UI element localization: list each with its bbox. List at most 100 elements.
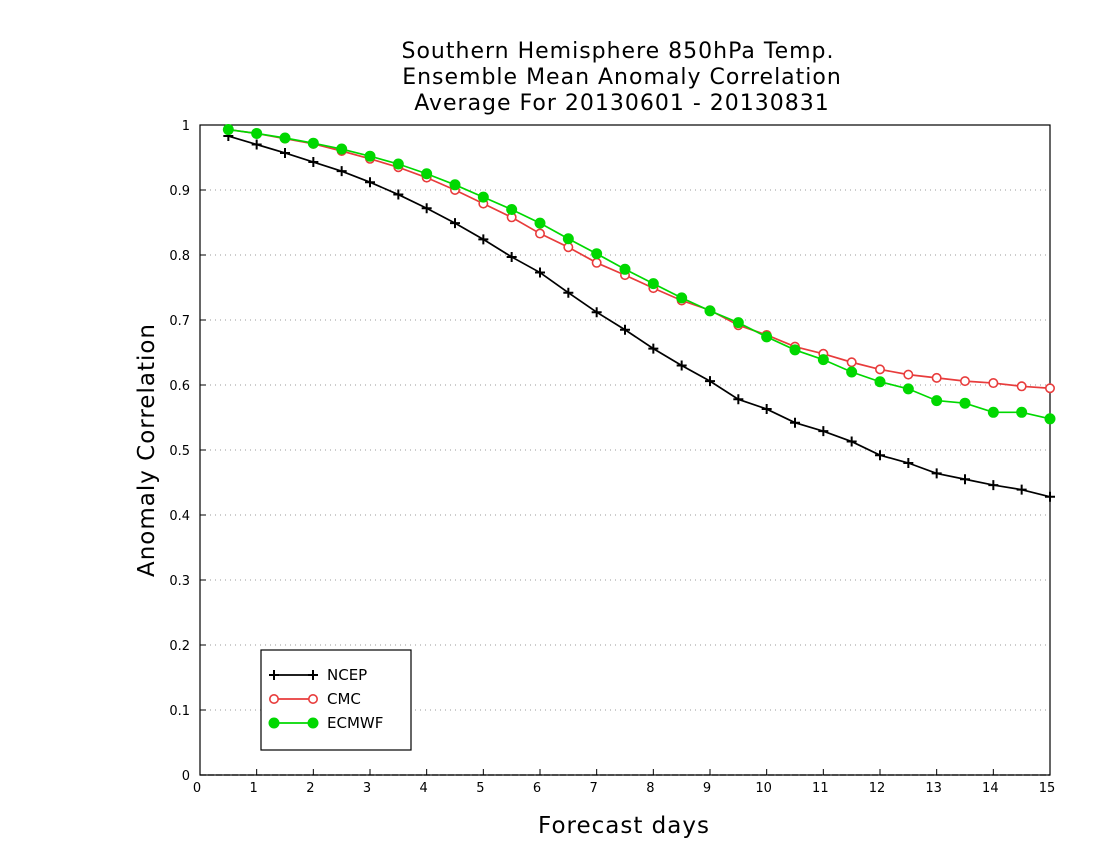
data-point-cmc	[959, 376, 970, 387]
series-line-ecmwf	[228, 128, 1051, 420]
data-point-ncep	[1045, 491, 1055, 502]
data-point-ncep	[591, 307, 602, 318]
legend-item-ncep: NCEP	[269, 666, 367, 684]
x-tick-label: 3	[363, 781, 371, 796]
data-point-ncep	[535, 267, 545, 278]
x-axis-ticks: 0 1 2 3 4 5 6 7 8 9 10 11 12 13 14 15	[193, 769, 1055, 796]
y-tick-label: 0.3	[169, 574, 190, 589]
data-point-ncep	[478, 234, 489, 245]
data-point-ncep	[1016, 484, 1027, 495]
gridlines	[200, 189, 1050, 711]
data-point-ncep	[648, 343, 659, 354]
legend-marker	[268, 693, 279, 704]
legend-label-cmc: CMC	[327, 690, 361, 708]
data-point-ecmwf	[676, 292, 688, 304]
data-point-cmc	[988, 378, 999, 389]
y-tick-label: 1	[182, 119, 190, 134]
data-point-ecmwf	[902, 383, 914, 395]
y-tick-label: 0.7	[169, 314, 190, 329]
legend-marker	[307, 717, 319, 729]
data-point-cmc	[1045, 383, 1056, 394]
data-point-ecmwf	[647, 278, 659, 290]
data-point-ecmwf	[591, 248, 603, 260]
x-tick-label: 7	[590, 781, 598, 796]
y-tick-label: 0.9	[169, 184, 190, 199]
x-tick-label: 4	[420, 781, 428, 796]
data-point-ecmwf	[732, 317, 744, 329]
x-tick-label: 1	[250, 781, 258, 796]
data-point-ecmwf	[959, 397, 971, 409]
data-point-cmc	[563, 242, 574, 253]
x-tick-label: 12	[869, 781, 886, 796]
y-axis-ticks: 0 0.1 0.2 0.3 0.4 0.5 0.6 0.7 0.8 0.9 1	[169, 119, 206, 784]
data-point-ncep	[620, 324, 630, 335]
y-tick-label: 0.4	[169, 509, 190, 524]
data-point-ecmwf	[251, 127, 263, 139]
legend-item-ecmwf: ECMWF	[268, 714, 383, 732]
data-point-ncep	[393, 189, 404, 200]
data-point-ncep	[846, 436, 857, 447]
data-point-ncep	[733, 394, 744, 405]
data-point-ecmwf	[392, 158, 404, 170]
x-tick-label: 6	[533, 781, 541, 796]
data-point-cmc	[1016, 381, 1027, 392]
data-point-ncep	[280, 147, 290, 158]
data-point-ecmwf	[307, 137, 319, 149]
data-point-ecmwf	[562, 233, 574, 245]
data-point-ecmwf	[704, 305, 716, 317]
x-tick-label: 5	[476, 781, 484, 796]
x-tick-label: 2	[306, 781, 314, 796]
data-point-ecmwf	[846, 366, 858, 378]
data-point-ncep	[450, 218, 460, 229]
data-point-ncep	[563, 287, 574, 298]
data-point-ecmwf	[506, 204, 518, 215]
data-point-ecmwf	[1044, 413, 1056, 425]
series-cmc	[223, 124, 1056, 394]
data-point-ncep	[931, 468, 942, 479]
data-point-ecmwf	[789, 344, 801, 356]
data-point-ncep	[761, 404, 772, 415]
data-point-ncep	[875, 450, 885, 461]
data-point-ecmwf	[874, 376, 886, 388]
series-line-ncep	[228, 135, 1051, 498]
y-tick-label: 0	[182, 769, 190, 784]
data-point-ncep	[336, 166, 347, 177]
x-tick-label: 14	[982, 781, 999, 796]
series-line-cmc	[228, 128, 1051, 390]
data-point-ncep	[506, 251, 517, 262]
legend-marker	[269, 670, 279, 680]
series-group	[222, 124, 1056, 502]
legend-label-ncep: NCEP	[327, 666, 367, 684]
y-tick-label: 0.2	[169, 639, 190, 654]
y-tick-label: 0.6	[169, 379, 190, 394]
y-tick-label: 0.8	[169, 249, 190, 264]
data-point-ecmwf	[364, 150, 376, 162]
data-point-cmc	[874, 364, 885, 375]
data-point-ecmwf	[817, 354, 829, 366]
data-point-ecmwf	[477, 191, 489, 203]
legend-marker	[268, 717, 280, 729]
x-tick-label: 9	[703, 781, 711, 796]
chart-title-line-1: Southern Hemisphere 850hPa Temp.	[402, 39, 835, 64]
chart-title: Southern Hemisphere 850hPa Temp. Ensembl…	[402, 39, 841, 116]
x-tick-label: 0	[193, 781, 201, 796]
data-point-ecmwf	[222, 124, 234, 136]
data-point-ncep	[676, 360, 687, 371]
legend-marker	[308, 670, 318, 680]
legend-box	[260, 649, 412, 751]
data-point-ncep	[251, 139, 262, 150]
series-ecmwf	[222, 124, 1056, 425]
x-tick-label: 13	[925, 781, 942, 796]
data-point-ecmwf	[619, 263, 631, 275]
legend-label-ecmwf: ECMWF	[327, 714, 383, 732]
data-point-ncep	[903, 458, 914, 468]
data-point-ecmwf	[761, 331, 773, 343]
data-point-ncep	[988, 480, 999, 491]
data-point-ncep	[365, 177, 375, 188]
data-point-ecmwf	[279, 132, 291, 144]
data-point-ncep	[308, 157, 319, 168]
legend-item-cmc: CMC	[268, 690, 361, 708]
data-point-cmc	[534, 228, 545, 239]
legend-marker	[307, 693, 318, 704]
